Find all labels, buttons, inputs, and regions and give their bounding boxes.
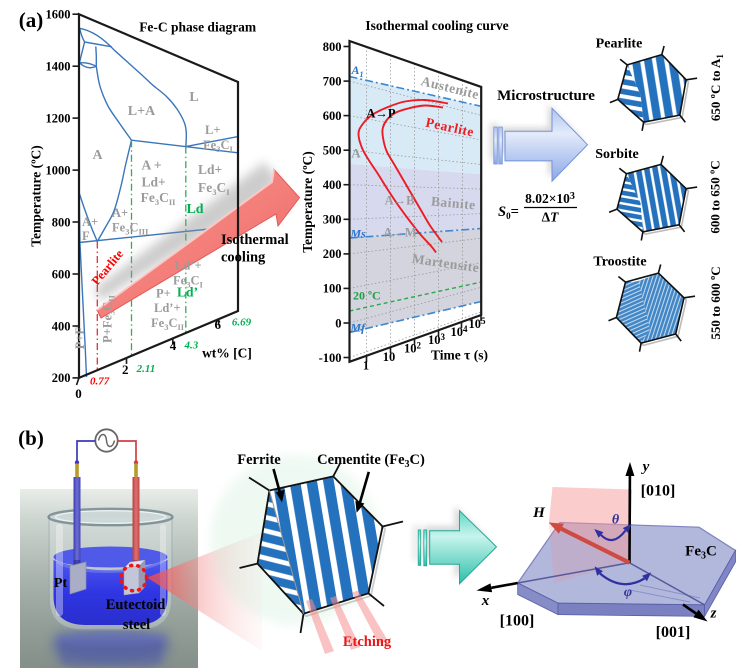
svg-text:cooling: cooling <box>221 250 266 266</box>
svg-text:300: 300 <box>323 213 342 227</box>
svg-text:Time τ (s): Time τ (s) <box>431 348 488 363</box>
svg-text:Fe3​CII​: Fe3​CII​ <box>151 316 185 332</box>
svg-text:800: 800 <box>52 215 71 229</box>
svg-text:y: y <box>641 459 650 475</box>
svg-text:Ld’: Ld’ <box>177 285 198 300</box>
svg-text:6.69: 6.69 <box>232 317 252 329</box>
svg-text:Ld+: Ld+ <box>142 175 166 190</box>
svg-text:[010]: [010] <box>641 483 676 500</box>
svg-text:1600: 1600 <box>46 8 71 22</box>
svg-text:L: L <box>189 90 198 105</box>
svg-text:0: 0 <box>335 316 341 330</box>
svg-text:Ld’+: Ld’+ <box>175 259 202 273</box>
svg-text:A+: A+ <box>112 206 128 220</box>
svg-text:8.02×103​: 8.02×103​ <box>525 191 575 206</box>
svg-text:Fe3​CII​: Fe3​CII​ <box>141 190 177 207</box>
svg-text:1: 1 <box>363 359 369 373</box>
svg-text:θ: θ <box>612 513 620 528</box>
svg-text:2.11: 2.11 <box>136 363 156 375</box>
svg-text:700: 700 <box>323 74 342 88</box>
svg-text:A→P: A→P <box>366 107 396 121</box>
svg-text:Etching: Etching <box>343 634 392 650</box>
svg-text:A→M: A→M <box>383 226 417 240</box>
svg-text:1000: 1000 <box>46 163 71 177</box>
svg-text:L+: L+ <box>205 123 220 137</box>
svg-text:4.3: 4.3 <box>184 340 199 352</box>
svg-text:800: 800 <box>323 40 342 54</box>
svg-text:100: 100 <box>323 282 342 296</box>
svg-text:Cementite (Fe3​C): Cementite (Fe3​C) <box>317 452 425 470</box>
svg-text:(a): (a) <box>19 8 44 32</box>
svg-text:A→B: A→B <box>385 194 415 208</box>
svg-text:0.77: 0.77 <box>90 376 110 388</box>
svg-text:Fe3​CI​: Fe3​CI​ <box>173 274 203 290</box>
svg-text:600: 600 <box>323 109 342 123</box>
svg-text:Temperature (ºC): Temperature (ºC) <box>29 145 44 247</box>
svg-text:P+: P+ <box>156 287 171 301</box>
svg-text:Sorbite: Sorbite <box>595 147 639 162</box>
svg-text:0: 0 <box>75 386 82 401</box>
svg-text:z: z <box>710 606 717 622</box>
svg-text:x: x <box>481 593 490 609</box>
svg-text:Ld: Ld <box>186 202 203 217</box>
svg-text:Temperature (ºC): Temperature (ºC) <box>300 151 315 253</box>
svg-text:F: F <box>82 229 90 243</box>
svg-text:ΔT: ΔT <box>542 210 559 225</box>
svg-text:A+: A+ <box>82 215 98 229</box>
svg-text:500: 500 <box>323 144 342 158</box>
svg-text:Ld’+: Ld’+ <box>154 301 181 315</box>
svg-text:Troostite: Troostite <box>593 255 646 270</box>
svg-text:600 to 650 ºC: 600 to 650 ºC <box>708 160 723 233</box>
svg-text:L+A: L+A <box>128 104 156 119</box>
svg-text:Fe3​CI​: Fe3​CI​ <box>203 138 233 154</box>
svg-text:Ms: Ms <box>350 227 367 241</box>
svg-text:Fe3​CI​: Fe3​CI​ <box>198 180 230 197</box>
svg-text:Eutectoid: Eutectoid <box>106 597 166 613</box>
svg-text:P+Fe3​CII​: P+Fe3​CII​ <box>101 294 117 343</box>
svg-text:steel: steel <box>123 617 150 633</box>
svg-text:Pearlite: Pearlite <box>596 37 643 52</box>
svg-text:A: A <box>351 146 361 161</box>
svg-text:Fe-C phase diagram: Fe-C phase diagram <box>139 20 257 35</box>
svg-text:Ferrite: Ferrite <box>237 452 281 468</box>
svg-text:650 ºC to A1​: 650 ºC to A1​ <box>708 54 725 121</box>
svg-text:(b): (b) <box>18 426 44 450</box>
svg-text:Fe3​C: Fe3​C <box>685 544 717 562</box>
svg-text:[001]: [001] <box>656 624 691 641</box>
svg-text:Isothermal: Isothermal <box>221 232 289 248</box>
svg-text:Pt: Pt <box>54 576 68 591</box>
svg-text:Bainite: Bainite <box>430 194 476 213</box>
svg-text:550 to 600 ºC: 550 to 600 ºC <box>708 266 723 339</box>
svg-text:P+F: P+F <box>73 326 87 349</box>
svg-text:-100: -100 <box>319 351 342 365</box>
svg-text:400: 400 <box>52 319 71 333</box>
svg-text:10: 10 <box>383 350 396 364</box>
svg-text:[100]: [100] <box>500 613 535 630</box>
svg-text:wt% [C]: wt% [C] <box>202 346 252 361</box>
svg-text:S0​=: S0​= <box>498 204 519 221</box>
svg-text:20 ºC: 20 ºC <box>353 289 381 303</box>
svg-text:1400: 1400 <box>46 60 71 74</box>
svg-text:Microstructure: Microstructure <box>497 88 595 104</box>
svg-text:A: A <box>92 148 103 163</box>
svg-text:Ld+: Ld+ <box>198 162 222 177</box>
svg-text:Isothermal cooling curve: Isothermal cooling curve <box>365 18 508 33</box>
svg-text:φ: φ <box>624 585 632 600</box>
svg-text:2: 2 <box>122 362 129 377</box>
svg-text:6: 6 <box>214 317 221 332</box>
svg-text:200: 200 <box>323 247 342 261</box>
svg-text:1200: 1200 <box>46 111 71 125</box>
svg-text:600: 600 <box>52 267 71 281</box>
svg-text:4: 4 <box>170 338 177 353</box>
svg-text:400: 400 <box>323 178 342 192</box>
svg-text:A +: A + <box>142 158 162 173</box>
svg-text:200: 200 <box>52 371 71 385</box>
svg-text:Mf: Mf <box>350 321 367 335</box>
svg-text:H: H <box>532 505 546 521</box>
